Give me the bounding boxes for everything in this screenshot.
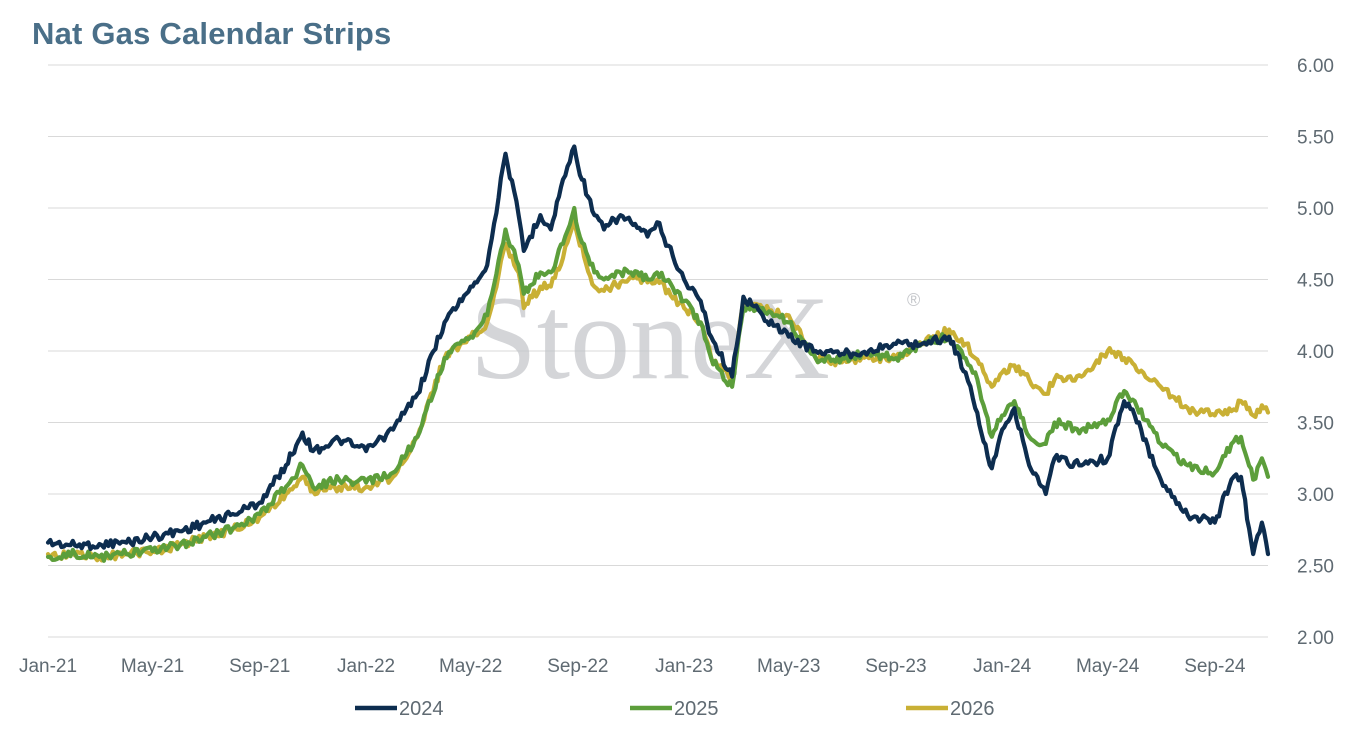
y-tick-label: 4.50 xyxy=(1297,271,1334,292)
y-tick-label: 6.00 xyxy=(1297,56,1334,77)
y-tick-label: 4.00 xyxy=(1297,342,1334,363)
chart-title: Nat Gas Calendar Strips xyxy=(32,16,392,51)
x-tick-label: Jan-22 xyxy=(337,656,395,677)
x-tick-label: Sep-21 xyxy=(229,656,290,677)
x-tick-label: Jan-24 xyxy=(973,656,1032,677)
y-tick-label: 2.50 xyxy=(1297,557,1334,578)
x-tick-label: Jan-21 xyxy=(19,656,77,677)
x-tick-label: Sep-24 xyxy=(1184,656,1246,677)
watermark-registered-mark: ® xyxy=(907,290,920,310)
x-tick-label: May-22 xyxy=(439,656,502,677)
y-tick-label: 5.50 xyxy=(1297,128,1334,149)
series-line-2025 xyxy=(45,205,1271,563)
x-tick-label: May-24 xyxy=(1076,656,1140,677)
legend: 2024 2025 2026 xyxy=(355,698,995,720)
x-tick-label: Sep-23 xyxy=(865,656,926,677)
y-tick-label: 5.00 xyxy=(1297,199,1334,220)
x-tick-label: May-23 xyxy=(757,656,820,677)
y-tick-label: 2.00 xyxy=(1297,628,1334,649)
x-tick-label: Sep-22 xyxy=(547,656,608,677)
series-layer xyxy=(45,144,1271,563)
series-line-2024 xyxy=(45,144,1271,557)
legend-label-2025: 2025 xyxy=(674,698,719,720)
x-axis-ticks: Jan-21 May-21 Sep-21 Jan-22 May-22 Sep-22 Jan-… xyxy=(19,656,1246,677)
watermark-text: StoneX xyxy=(470,271,830,404)
y-tick-label: 3.50 xyxy=(1297,414,1334,435)
x-tick-label: Jan-23 xyxy=(655,656,713,677)
legend-label-2026: 2026 xyxy=(950,698,995,720)
legend-label-2024: 2024 xyxy=(399,698,444,720)
x-tick-label: May-21 xyxy=(121,656,184,677)
y-axis-ticks: 2.00 2.50 3.00 3.50 4.00 4.50 5.00 5.50 6.00 xyxy=(1297,56,1334,649)
y-tick-label: 3.00 xyxy=(1297,485,1334,506)
watermark: StoneX ® xyxy=(470,271,920,404)
